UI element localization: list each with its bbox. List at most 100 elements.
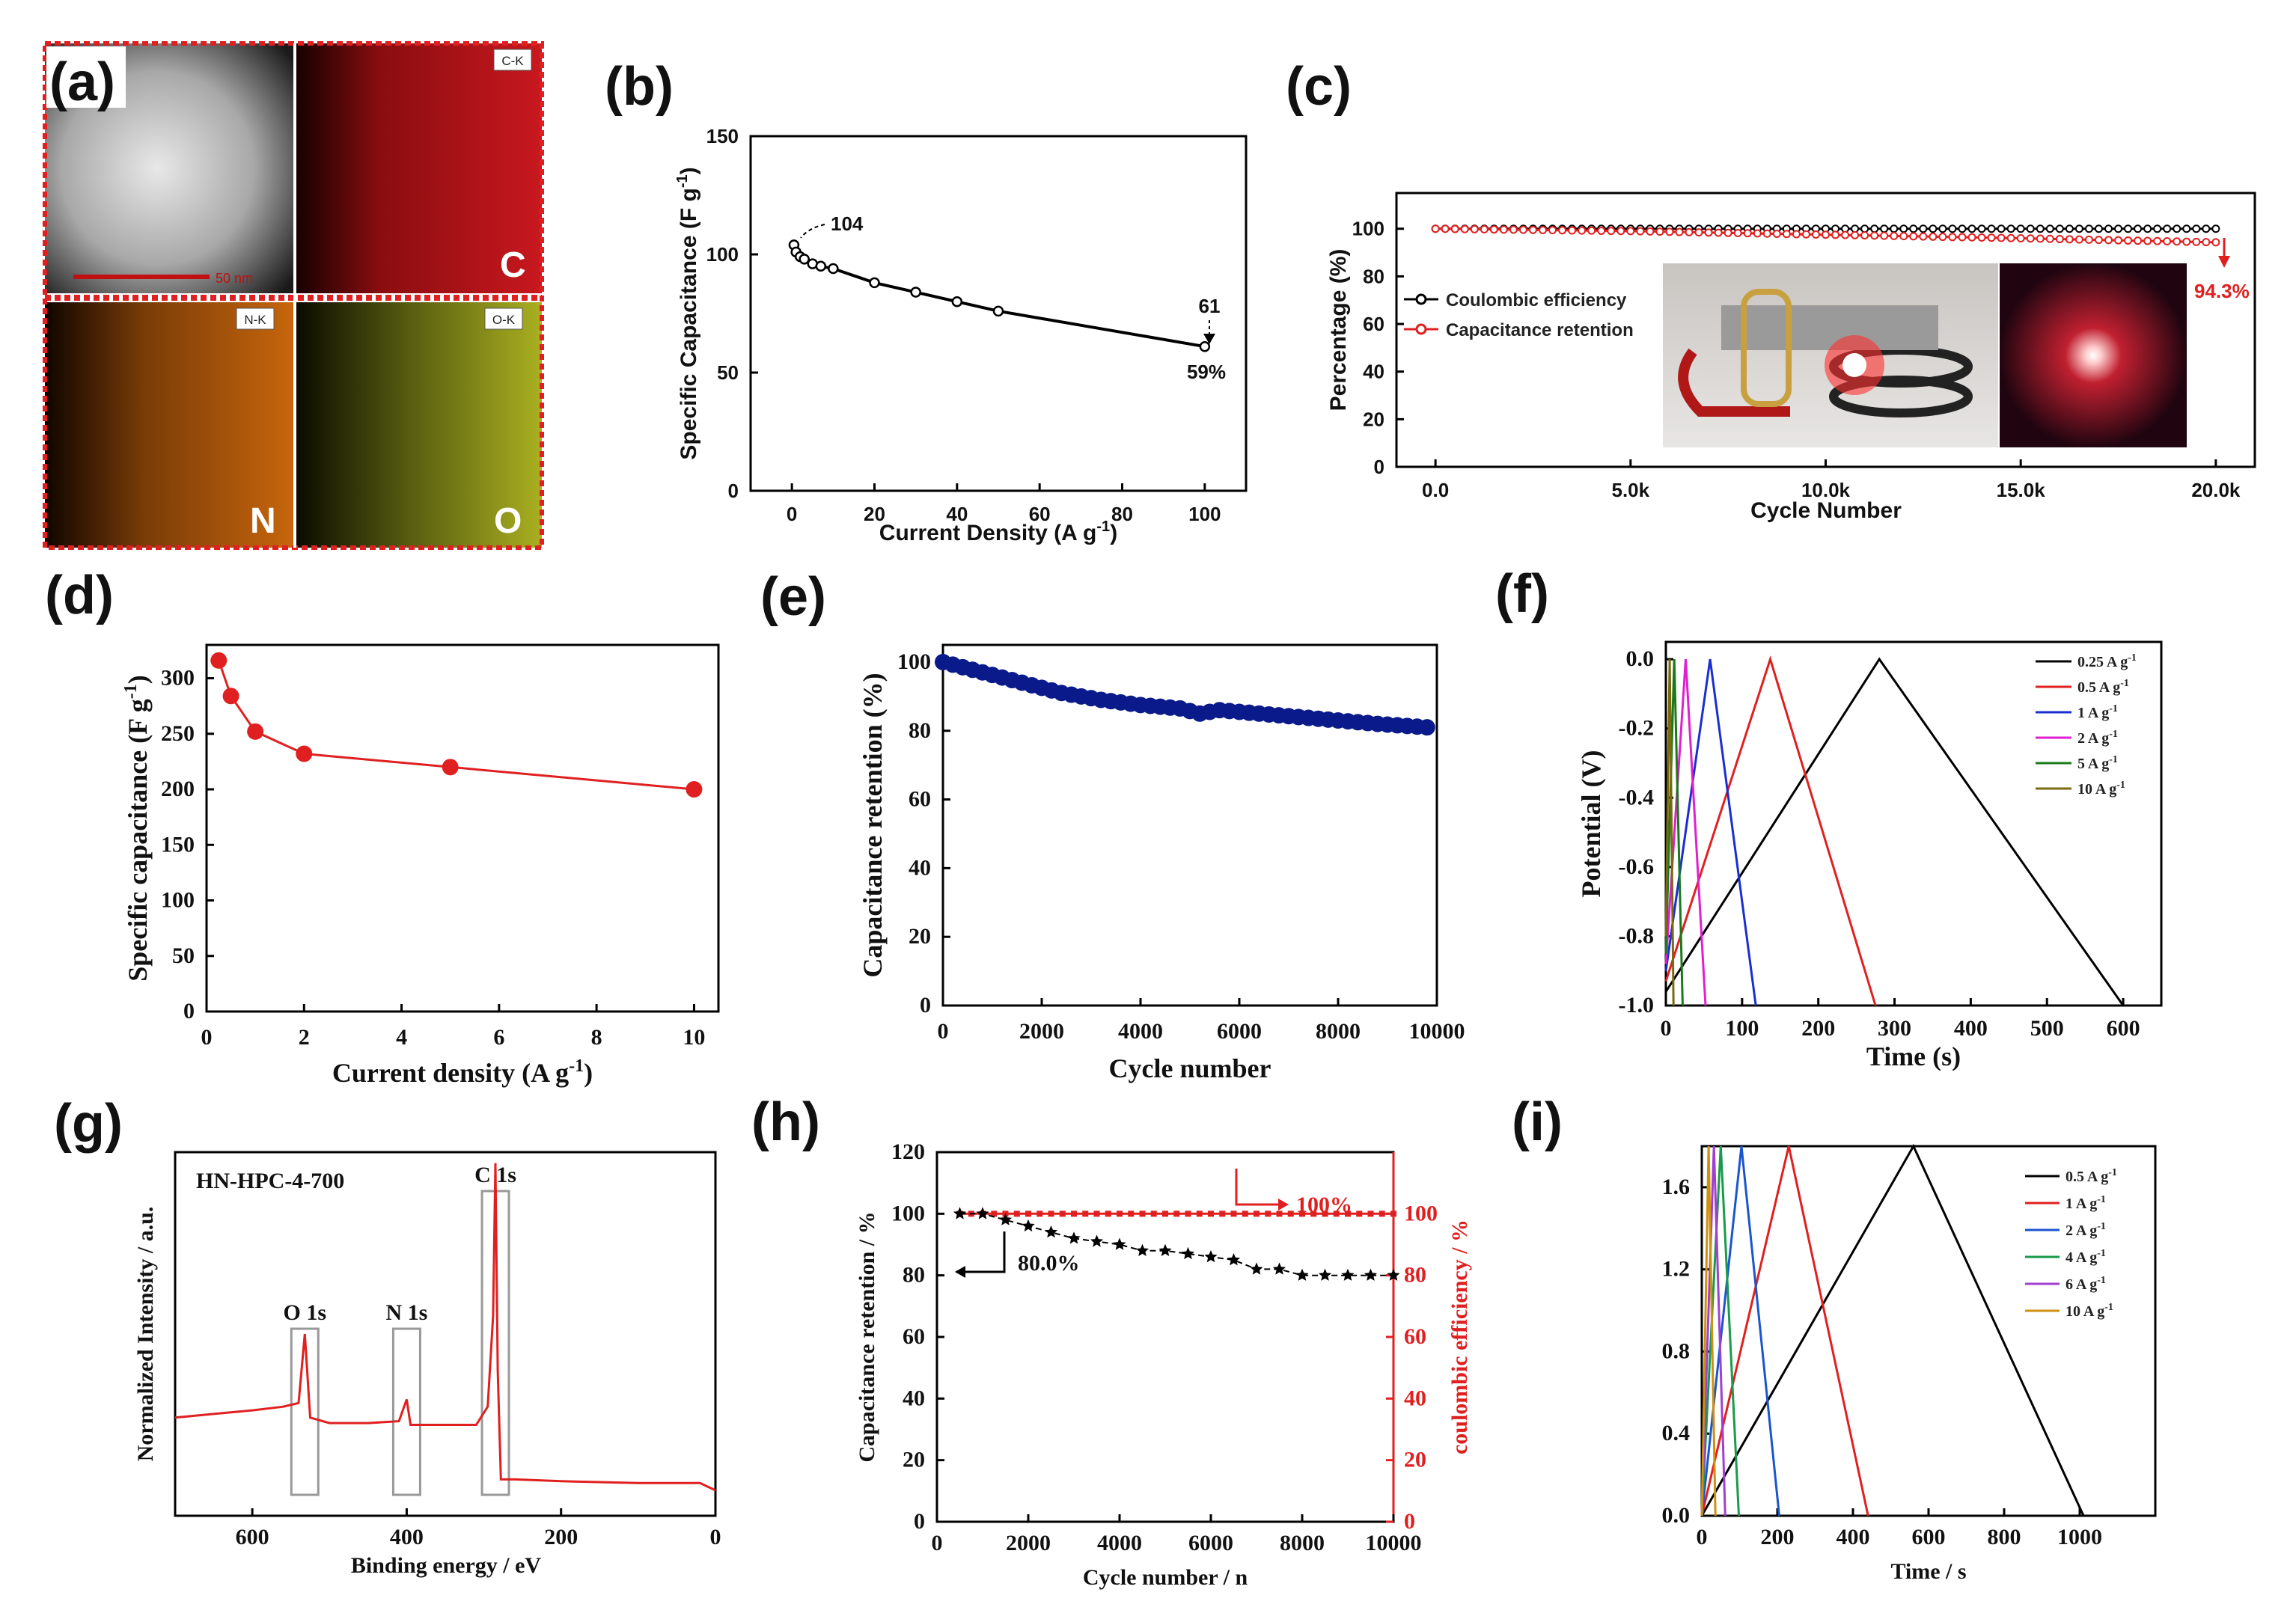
legend-f: 0.25 A g-1 0.5 A g-1 1 A g-1 2 A g-1 5 A g-1… [2036, 652, 2137, 798]
data-point-c [1997, 224, 2006, 233]
data-point-c [2163, 237, 2172, 246]
legend-i: 0.5 A g-1 1 A g-1 2 A g-1 4 A g-1 6 A g-1 10 … [2025, 1167, 2117, 1320]
y-tick-label: 0 [920, 993, 931, 1017]
y-tick-label: -0.8 [1619, 923, 1655, 948]
x-tick-label: 0 [932, 1531, 943, 1555]
data-point-c [1860, 224, 1869, 233]
data-point-c [1743, 229, 1752, 238]
data-point-c [1880, 231, 1889, 240]
chart-title-g: HN-HPC-4-700 [196, 1169, 344, 1193]
panel-label-a: (a) [49, 52, 115, 112]
data-point-d [686, 781, 703, 798]
data-point-c [1948, 233, 1957, 242]
x-tick-label: 0 [1661, 1016, 1672, 1041]
data-point-c [1665, 227, 1674, 236]
legend-label-i: 2 A g-1 [2066, 1221, 2106, 1239]
data-point-h-coulombic [1219, 1211, 1226, 1217]
data-point-c [1977, 233, 1986, 242]
data-point-c [2114, 224, 2123, 233]
plot-frame-e [941, 643, 1438, 1007]
points-b [788, 239, 1211, 352]
map-o [295, 302, 542, 548]
data-point-h-coulombic [1162, 1211, 1168, 1217]
y-tick-label: 150 [706, 125, 739, 147]
x-tick-label: 20.0k [2191, 479, 2241, 501]
x-tick-label: 0 [787, 503, 797, 525]
y-tick-label: 20 [909, 924, 931, 949]
data-point-h-coulombic [1185, 1211, 1191, 1217]
legend-label-i: 6 A g-1 [2066, 1275, 2106, 1293]
y-tick-label: 80 [1363, 265, 1384, 287]
points-retention [1431, 224, 2220, 247]
y-tick-label: 100 [891, 1201, 925, 1225]
data-point-h-retention [976, 1207, 989, 1219]
map-element-n: N [250, 501, 276, 541]
y-tick-label: 80 [903, 1263, 925, 1288]
data-point-c [2104, 224, 2113, 233]
data-point-c [2124, 224, 2133, 233]
peak-label: O 1s [284, 1300, 327, 1325]
series-line-i [1700, 1145, 1740, 1517]
data-point-c [1558, 226, 1567, 235]
data-point-h-retention [1022, 1219, 1035, 1232]
y-tick-label-right: 20 [1404, 1448, 1426, 1472]
y-tick-label: 150 [161, 832, 195, 857]
x-tick-label: 400 [1837, 1525, 1870, 1549]
legend-label-i: 0.5 A g-1 [2066, 1167, 2117, 1185]
x-tick-label: 8000 [1316, 1019, 1361, 1044]
y-tick-label-right: 60 [1404, 1324, 1426, 1349]
plot-frame-d [205, 643, 720, 1013]
annotation-59pct: 59% [1187, 361, 1226, 383]
x-axis-label-c: Cycle Number [1750, 498, 1902, 523]
series-lines-i [1700, 1143, 2085, 1517]
series-line-i [1700, 1145, 1726, 1517]
data-point-h-coulombic [1059, 1211, 1066, 1217]
x-tick-label: 200 [544, 1525, 578, 1549]
data-point-c [1909, 232, 1918, 241]
data-point-c [1987, 224, 1996, 233]
data-point-h-coulombic [1378, 1211, 1385, 1217]
data-point-c [1870, 231, 1879, 240]
data-point-c [1460, 224, 1469, 233]
ticks-g: 600 400 200 0 [236, 1508, 721, 1549]
data-point-h-retention [1341, 1268, 1355, 1281]
data-point-c [2055, 224, 2064, 233]
data-point-c [1958, 224, 1967, 233]
inset-photo [1663, 263, 1998, 447]
data-point-c [1548, 226, 1557, 235]
y-tick-label: -0.2 [1619, 716, 1655, 741]
legend-coulombic: Coulombic efficiency [1446, 290, 1627, 310]
y-tick-label-right: 80 [1404, 1263, 1426, 1288]
x-tick-label: 20 [864, 503, 885, 525]
data-point-c [2045, 234, 2054, 243]
data-point-c [1929, 232, 1938, 241]
data-point-c [2036, 234, 2045, 243]
data-point-h-coulombic [1173, 1211, 1180, 1217]
x-tick-label: 10 [683, 1025, 705, 1050]
y-tick-label: 250 [161, 721, 195, 746]
x-tick-label: 6000 [1188, 1531, 1233, 1555]
data-point-c [1762, 229, 1771, 238]
y-tick-label: 1.6 [1662, 1175, 1691, 1199]
panel-g: (g) 600 400 200 0 O 1s N 1sC 1s HN-HPC-4-700… [54, 1094, 721, 1578]
data-point-d [210, 652, 228, 669]
x-tick-label: 4000 [1097, 1531, 1142, 1555]
ticks-i: 0 200 400 600 800 1000 0.0 0.4 0.8 1.2 1.6 [1662, 1175, 2103, 1549]
x-axis-label-b: Current Density (A g-1) [879, 518, 1117, 545]
x-axis-label-e: Cycle number [1109, 1053, 1271, 1083]
data-point-c [1714, 228, 1723, 237]
x-tick-label: 2000 [1006, 1531, 1051, 1555]
data-point-c [2163, 224, 2172, 233]
y-tick-label: 100 [706, 243, 739, 266]
data-point-c [1822, 230, 1830, 239]
data-point-h-coulombic [1230, 1211, 1237, 1217]
data-point-c [2202, 224, 2211, 233]
data-point-c [1470, 224, 1479, 233]
data-point-c [2065, 235, 2074, 244]
points-e [935, 653, 1435, 736]
x-tick-label: 100 [1188, 503, 1221, 525]
data-point-h-coulombic [1105, 1211, 1111, 1217]
data-point-c [2094, 236, 2103, 245]
peak-box [290, 1327, 320, 1496]
data-point-h-coulombic [1254, 1211, 1260, 1217]
